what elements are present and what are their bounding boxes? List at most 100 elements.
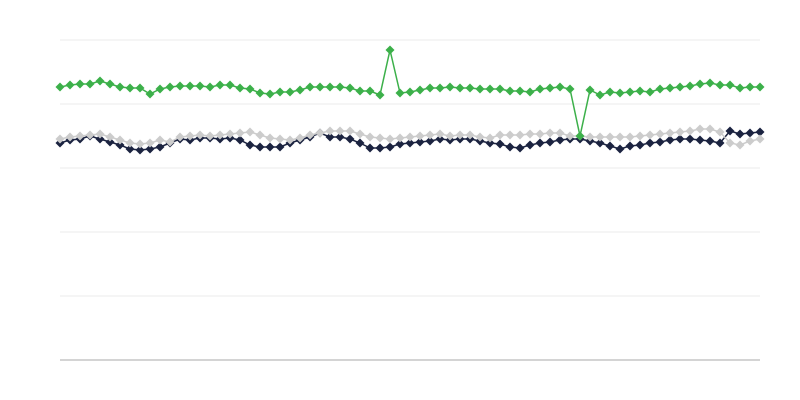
data-point [145, 144, 155, 154]
data-point [325, 126, 335, 136]
data-point [645, 138, 655, 148]
data-point [105, 79, 115, 89]
data-point [665, 128, 675, 138]
data-point [285, 87, 295, 97]
data-point [355, 129, 365, 139]
data-point [665, 83, 675, 93]
data-point [95, 134, 105, 144]
data-point [315, 82, 325, 92]
data-point [225, 129, 235, 139]
data-point [375, 133, 385, 143]
data-point [395, 88, 405, 98]
data-point [735, 140, 745, 150]
data-point [415, 85, 425, 95]
data-point [495, 130, 505, 140]
data-point [385, 134, 395, 144]
data-point [635, 140, 645, 150]
data-point [725, 138, 735, 148]
data-point [745, 128, 755, 138]
data-point [165, 82, 175, 92]
data-point [745, 136, 755, 146]
data-point [85, 130, 95, 140]
data-point [245, 140, 255, 150]
data-point [145, 138, 155, 148]
data-point [445, 82, 455, 92]
data-point [615, 132, 625, 142]
data-point [495, 139, 505, 149]
data-point [255, 130, 265, 140]
data-point [625, 87, 635, 97]
data-point [345, 83, 355, 93]
data-point [175, 81, 185, 91]
data-point [445, 131, 455, 141]
data-point [405, 87, 415, 97]
data-point [135, 139, 145, 149]
data-point [395, 133, 405, 143]
data-point [465, 83, 475, 93]
data-point [425, 83, 435, 93]
data-point [545, 83, 555, 93]
data-point [235, 83, 245, 93]
data-point [315, 128, 325, 138]
data-point [595, 132, 605, 142]
data-point [505, 142, 515, 152]
data-point [705, 124, 715, 134]
series-2 [55, 45, 765, 141]
data-point [305, 130, 315, 140]
data-point [675, 82, 685, 92]
data-point [675, 127, 685, 137]
data-point [305, 82, 315, 92]
data-point [105, 137, 115, 147]
data-point [225, 80, 235, 90]
data-point [725, 126, 735, 136]
data-point [655, 129, 665, 139]
data-point [205, 82, 215, 92]
data-point [735, 129, 745, 139]
data-point [355, 138, 365, 148]
data-point [475, 132, 485, 142]
data-point [735, 83, 745, 93]
data-point [665, 135, 675, 145]
data-point [245, 127, 255, 137]
data-point [685, 134, 695, 144]
data-point [555, 135, 565, 145]
data-point [115, 135, 125, 145]
data-point [485, 133, 495, 143]
data-point [515, 86, 525, 96]
data-point [75, 131, 85, 141]
data-point [195, 130, 205, 140]
data-point [375, 90, 385, 100]
data-point [555, 82, 565, 92]
data-point [275, 134, 285, 144]
data-point [215, 130, 225, 140]
data-point [535, 129, 545, 139]
data-point [715, 80, 725, 90]
data-point [635, 86, 645, 96]
data-point [185, 131, 195, 141]
data-point [265, 89, 275, 99]
series-1 [55, 124, 765, 150]
data-point [755, 134, 765, 144]
data-point [515, 130, 525, 140]
data-point [275, 142, 285, 152]
data-point [525, 140, 535, 150]
data-point [615, 88, 625, 98]
data-point [365, 143, 375, 153]
data-point [675, 134, 685, 144]
data-point [605, 87, 615, 97]
data-point [405, 138, 415, 148]
data-point [495, 84, 505, 94]
data-point [295, 133, 305, 143]
data-point [75, 79, 85, 89]
data-point [625, 132, 635, 142]
data-point [685, 126, 695, 136]
data-point [755, 82, 765, 92]
data-point [85, 79, 95, 89]
data-point [525, 129, 535, 139]
data-point [655, 137, 665, 147]
data-point [435, 129, 445, 139]
data-point [325, 132, 335, 142]
data-point [475, 84, 485, 94]
data-point [715, 138, 725, 148]
data-point [255, 88, 265, 98]
